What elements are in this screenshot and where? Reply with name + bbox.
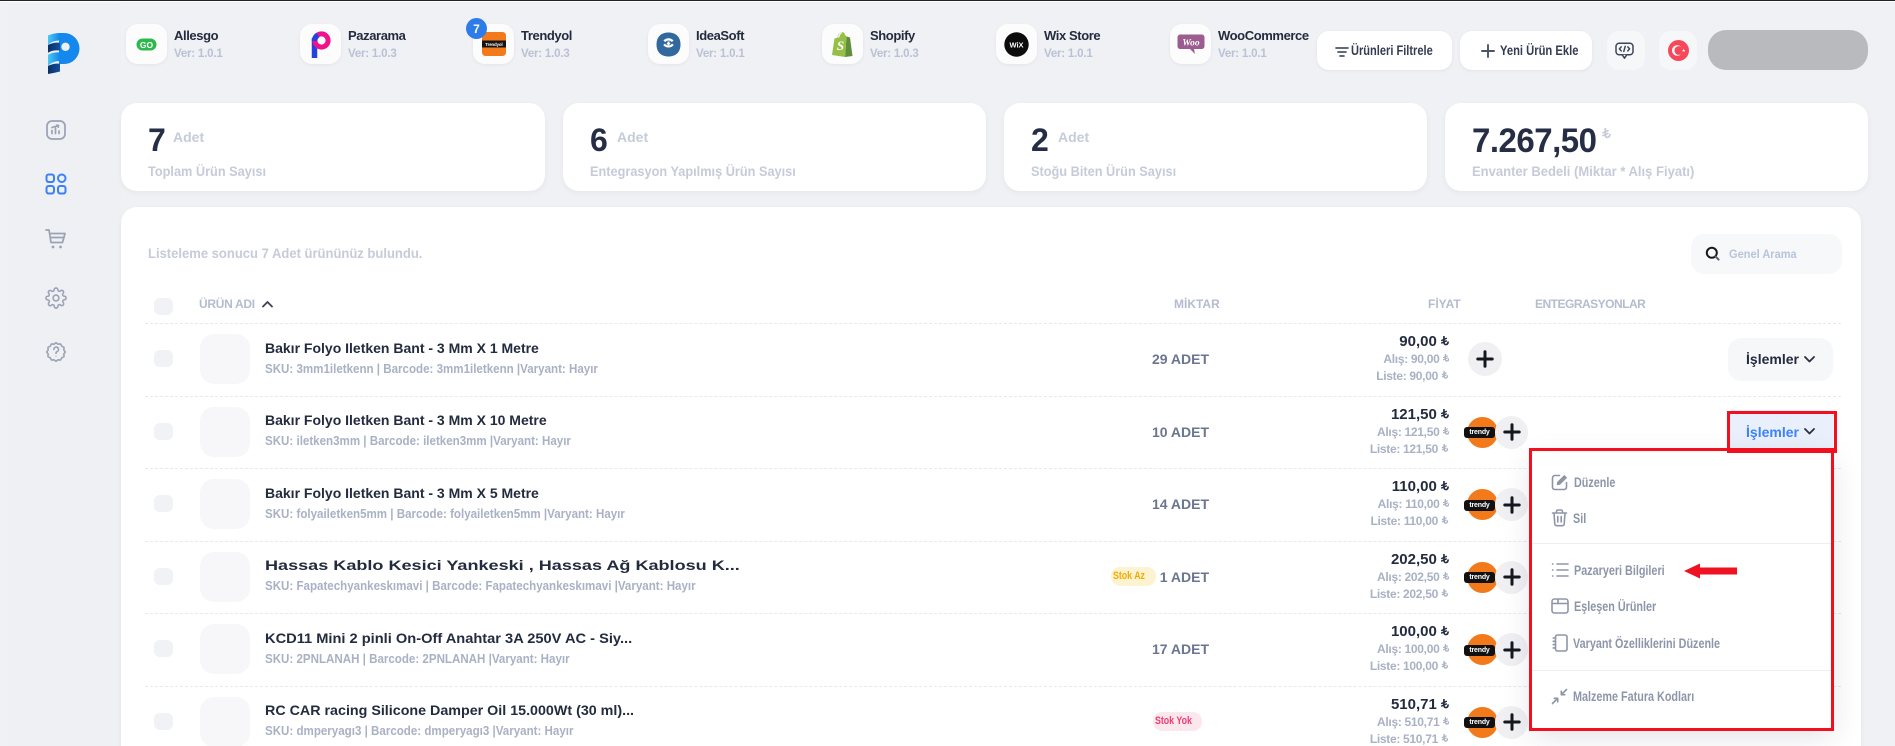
svg-text:Trendyol: Trendyol [485,42,502,47]
svg-text:Woo: Woo [1182,39,1199,49]
svg-text:GO: GO [140,40,154,50]
svg-text:WiX: WiX [1009,40,1023,49]
svg-text:S: S [837,38,844,53]
